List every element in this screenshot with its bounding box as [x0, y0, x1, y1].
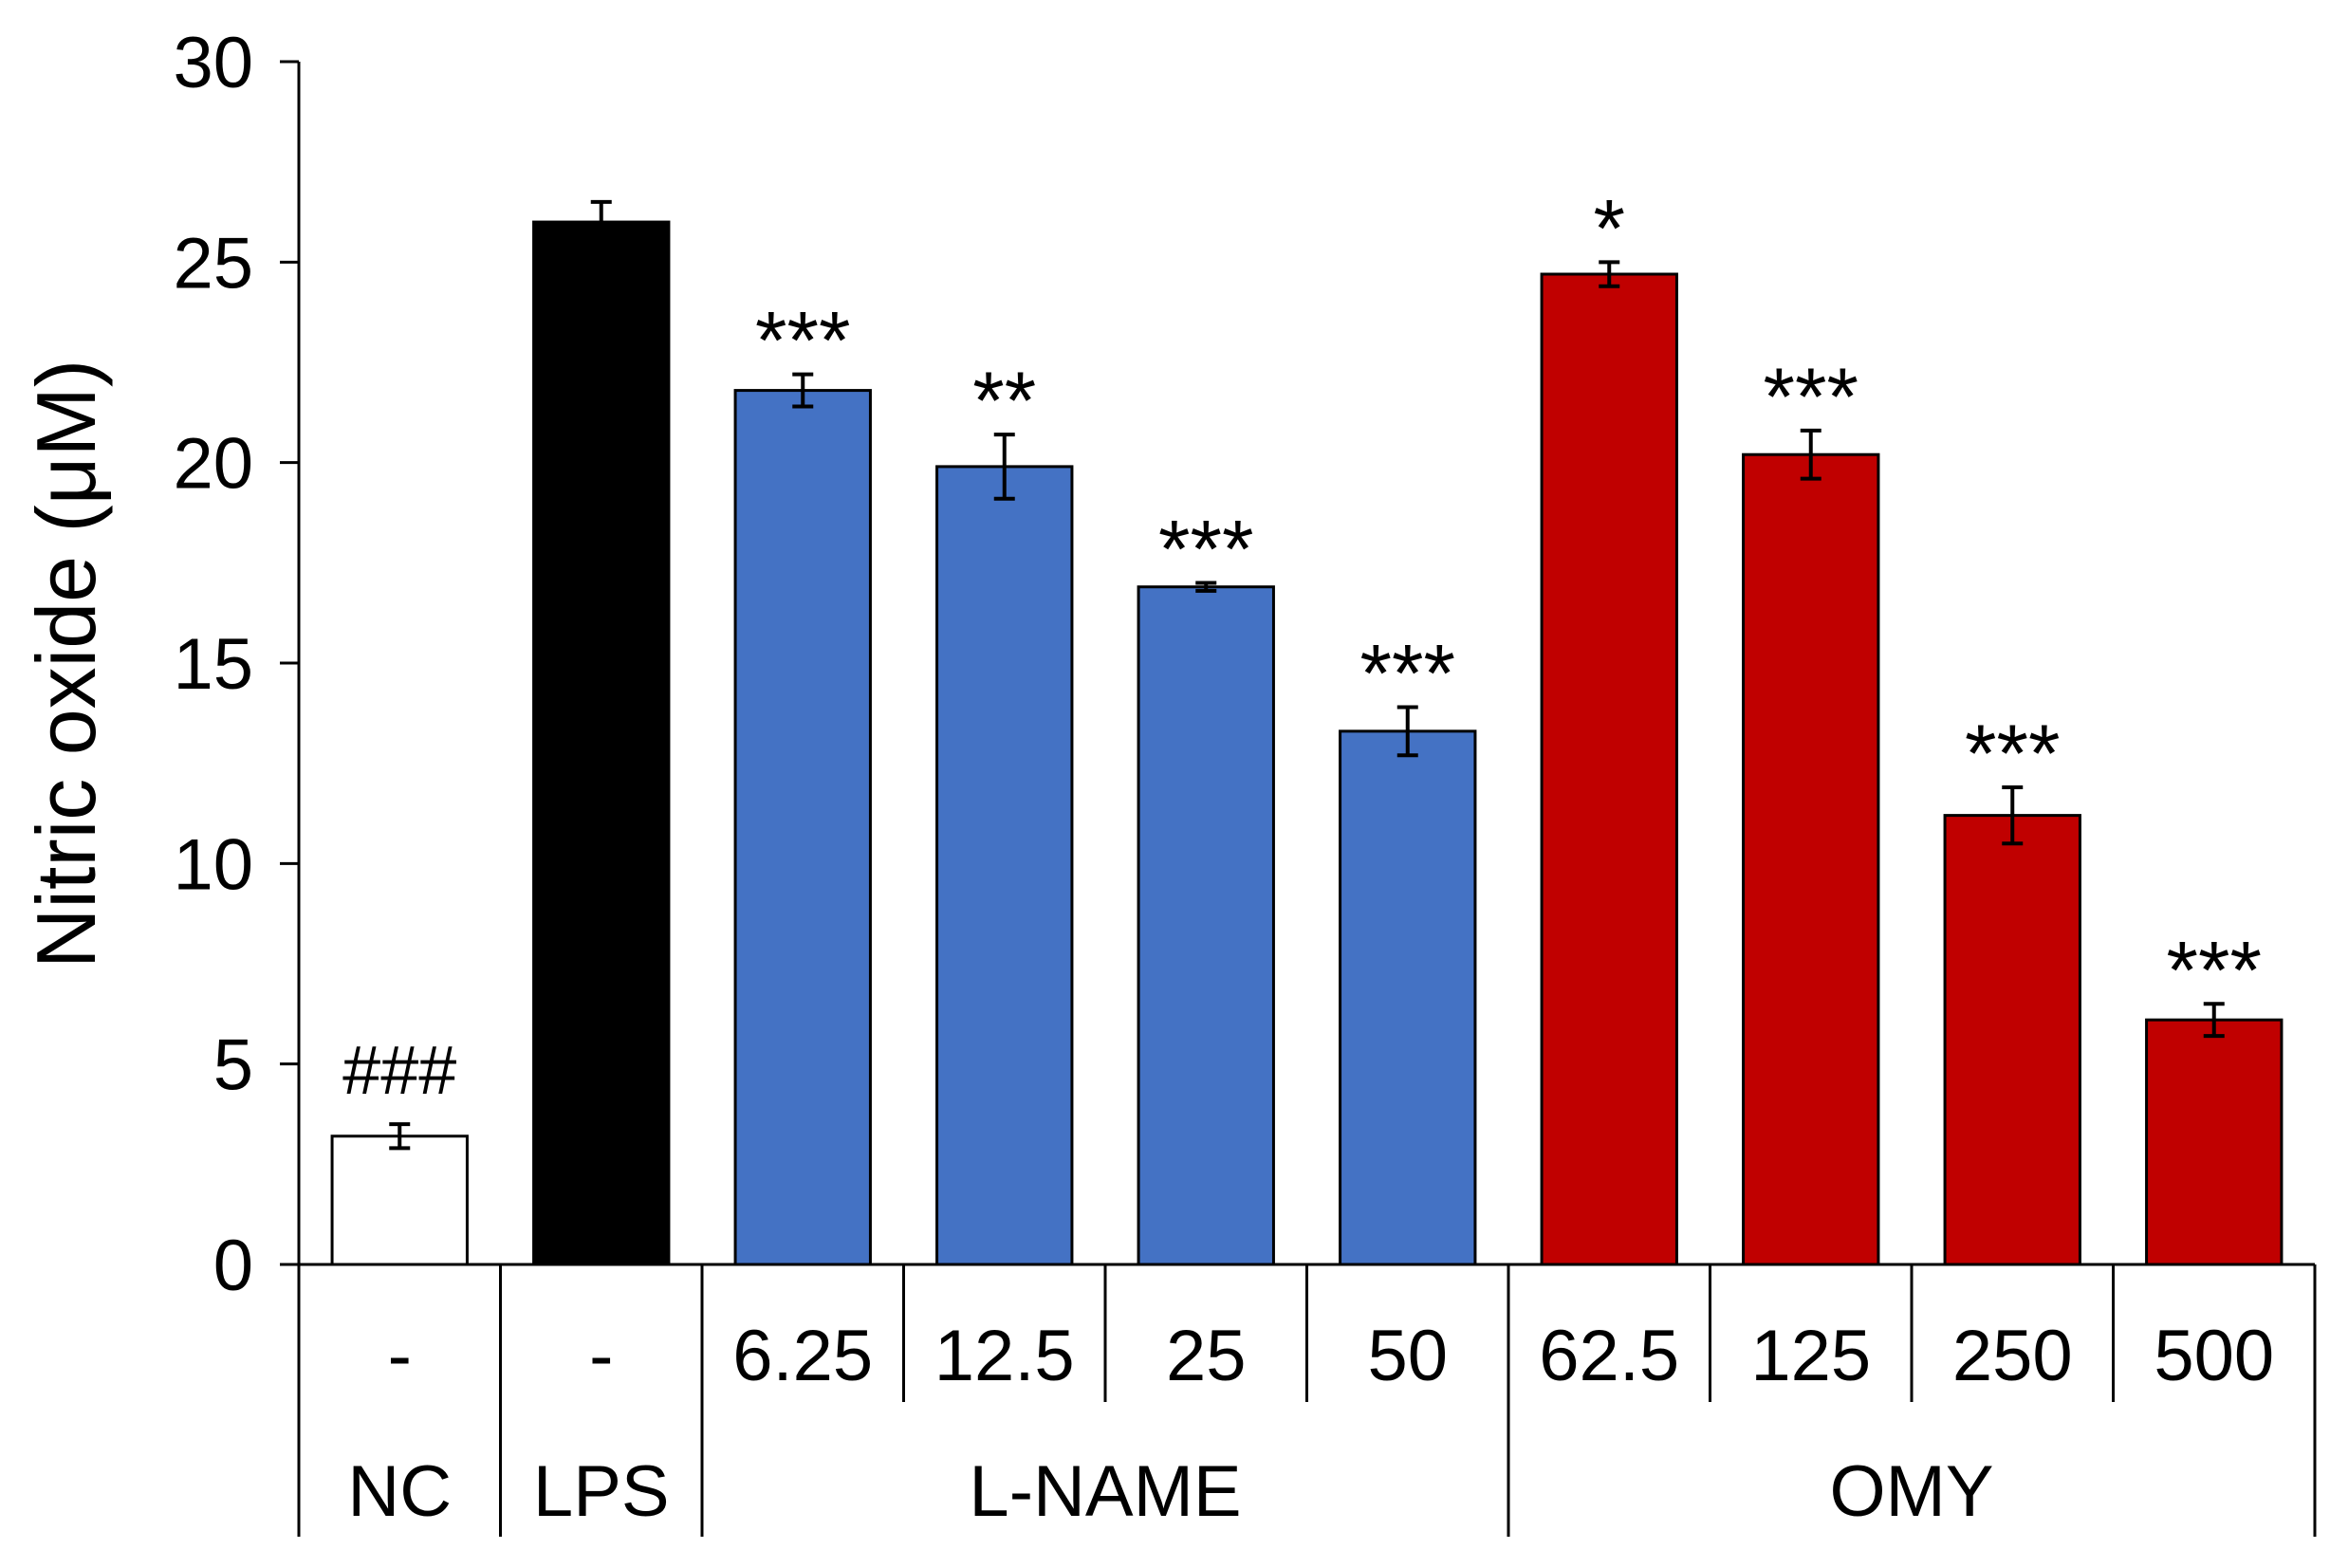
bar — [1540, 272, 1678, 1266]
group-label: NC — [347, 1451, 452, 1532]
y-tick-label: 10 — [173, 824, 253, 905]
group-label: L-NAME — [969, 1451, 1241, 1532]
x-category-label: 6.25 — [732, 1316, 873, 1396]
bar — [1137, 585, 1275, 1266]
y-tick-label: 5 — [213, 1025, 253, 1106]
bar — [532, 220, 671, 1266]
significance-label: *** — [1965, 709, 2060, 800]
x-category-label: 500 — [2154, 1316, 2274, 1396]
x-category-label: 50 — [1367, 1316, 1448, 1396]
x-category-label: 125 — [1750, 1316, 1871, 1396]
group-label: LPS — [533, 1451, 670, 1532]
x-category-label: 250 — [1952, 1316, 2073, 1396]
y-axis-label: Nitric oxide (μM) — [19, 360, 113, 968]
x-category-label: 25 — [1166, 1316, 1247, 1396]
y-tick-label: 0 — [213, 1226, 253, 1306]
x-category-label: - — [388, 1316, 412, 1396]
significance-label: *** — [2167, 925, 2262, 1016]
bar — [733, 389, 872, 1266]
x-category-table: - - 6.25 12.5 25 50 62.5 125 250 500 NC LPS L-NAME OM… — [297, 1264, 2317, 1537]
significance-label: *** — [1158, 504, 1253, 595]
bar — [935, 465, 1074, 1266]
significance-label: *** — [755, 296, 850, 387]
significance-label: ### — [342, 1033, 456, 1109]
x-category-label: 62.5 — [1539, 1316, 1679, 1396]
significance-label: ** — [972, 356, 1036, 447]
y-tick-label: 30 — [173, 23, 253, 103]
bar — [1742, 452, 1880, 1266]
x-category-label: - — [589, 1316, 613, 1396]
bar — [330, 1134, 469, 1266]
y-tick-label: 20 — [173, 424, 253, 505]
bars: ###********************* — [330, 183, 2284, 1266]
y-tick-label: 15 — [173, 624, 253, 705]
bar — [1339, 729, 1477, 1266]
significance-label: *** — [1360, 628, 1455, 719]
y-tick-label: 25 — [173, 223, 253, 304]
group-label: OMY — [1829, 1451, 1993, 1532]
bar — [2145, 1018, 2284, 1266]
bar — [1943, 814, 2081, 1266]
significance-label: *** — [1764, 352, 1858, 443]
x-category-label: 12.5 — [934, 1316, 1075, 1396]
significance-label: * — [1594, 183, 1625, 274]
